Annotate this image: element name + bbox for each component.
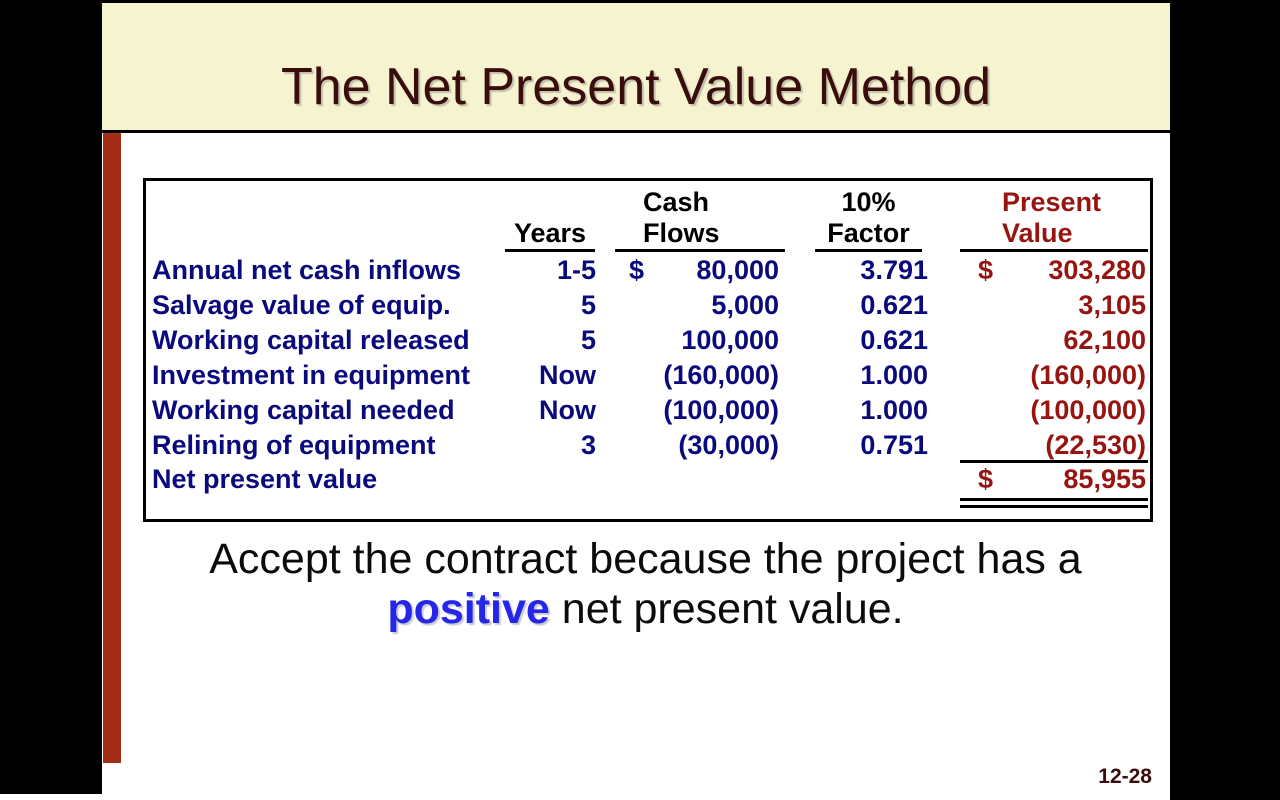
slide-title: The Net Present Value Method (280, 58, 992, 116)
row-label: Working capital needed (152, 395, 455, 425)
header-years: Years (513, 218, 587, 248)
row-cashflow: (160,000) (663, 360, 779, 390)
row-label: Working capital released (152, 325, 470, 355)
row-cashflow: 100,000 (681, 325, 779, 355)
page-number: 12-28 (1098, 765, 1152, 788)
row-label: Relining of equipment (152, 430, 436, 460)
row-cashflow: 5,000 (711, 290, 779, 320)
header-present: Present (1002, 187, 1102, 217)
conclusion-line1: Accept the contract because the project … (209, 535, 1082, 583)
table-header-row-top: Cash 10% Present (146, 187, 1150, 218)
row-years: 5 (580, 325, 596, 355)
factor-underline (815, 249, 922, 252)
row-label: Annual net cash inflows (152, 255, 462, 285)
row-label: Investment in equipment (152, 360, 471, 390)
row-cashflow: $80,000 (601, 253, 791, 288)
bottom-left-notch (0, 794, 102, 800)
cashflows-underline (615, 249, 785, 252)
table-row: Relining of equipment 3 (30,000) 0.751 (… (146, 428, 1150, 463)
row-factor: 0.751 (860, 430, 928, 460)
conclusion-text: Accept the contract because the project … (121, 534, 1170, 634)
conclusion-line2: positive net present value. (387, 585, 904, 633)
highlight-positive: positive (387, 585, 550, 633)
header-flows: Flows (643, 218, 720, 248)
header-value: Value (1002, 218, 1073, 248)
table-row: Salvage value of equip. 5 5,000 0.621 3,… (146, 288, 1150, 323)
row-factor: 0.621 (860, 290, 928, 320)
header-cash: Cash (643, 187, 710, 217)
total-present-value: $85,955 (936, 463, 1150, 508)
header-rate: 10% (841, 187, 896, 217)
value-underline (960, 249, 1148, 252)
dollar-sign: $ (629, 255, 645, 285)
row-present-value: 62,100 (1063, 325, 1146, 355)
table-row: Working capital released 5 100,000 0.621… (146, 323, 1150, 358)
header-factor: Factor (827, 218, 910, 248)
table-total-row: Net present value $85,955 (146, 463, 1150, 508)
row-factor: 1.000 (860, 395, 928, 425)
row-years: Now (539, 395, 596, 425)
years-underline (505, 249, 595, 252)
table-row: Investment in equipment Now (160,000) 1.… (146, 358, 1150, 393)
left-accent-bar (103, 133, 121, 763)
row-present-value: $303,280 (936, 253, 1150, 288)
table-row: Annual net cash inflows 1-5 $80,000 3.79… (146, 253, 1150, 288)
total-label: Net present value (152, 464, 378, 494)
row-present-value: (22,530) (936, 428, 1150, 463)
row-factor: 0.621 (860, 325, 928, 355)
table-row: Working capital needed Now (100,000) 1.0… (146, 393, 1150, 428)
row-years: Now (539, 360, 596, 390)
row-cashflow: (100,000) (663, 395, 779, 425)
row-cashflow: (30,000) (678, 430, 779, 460)
header-underlines (146, 249, 1150, 253)
row-years: 5 (580, 290, 596, 320)
total-double-underline (960, 498, 1148, 508)
dollar-sign: $ (978, 464, 994, 494)
table-header-row-bottom: Years Flows Factor Value (146, 218, 1150, 249)
title-banner: The Net Present Value Method (102, 0, 1170, 133)
row-present-value: (160,000) (1030, 360, 1146, 390)
dollar-sign: $ (978, 255, 994, 285)
row-factor: 1.000 (860, 360, 928, 390)
npv-table: Cash 10% Present Years Flows Factor Valu… (143, 178, 1153, 522)
row-years: 3 (580, 430, 596, 460)
row-present-value: 3,105 (1078, 290, 1146, 320)
row-years: 1-5 (556, 255, 596, 285)
row-factor: 3.791 (860, 255, 928, 285)
row-present-value: (100,000) (1030, 395, 1146, 425)
row-label: Salvage value of equip. (152, 290, 451, 320)
